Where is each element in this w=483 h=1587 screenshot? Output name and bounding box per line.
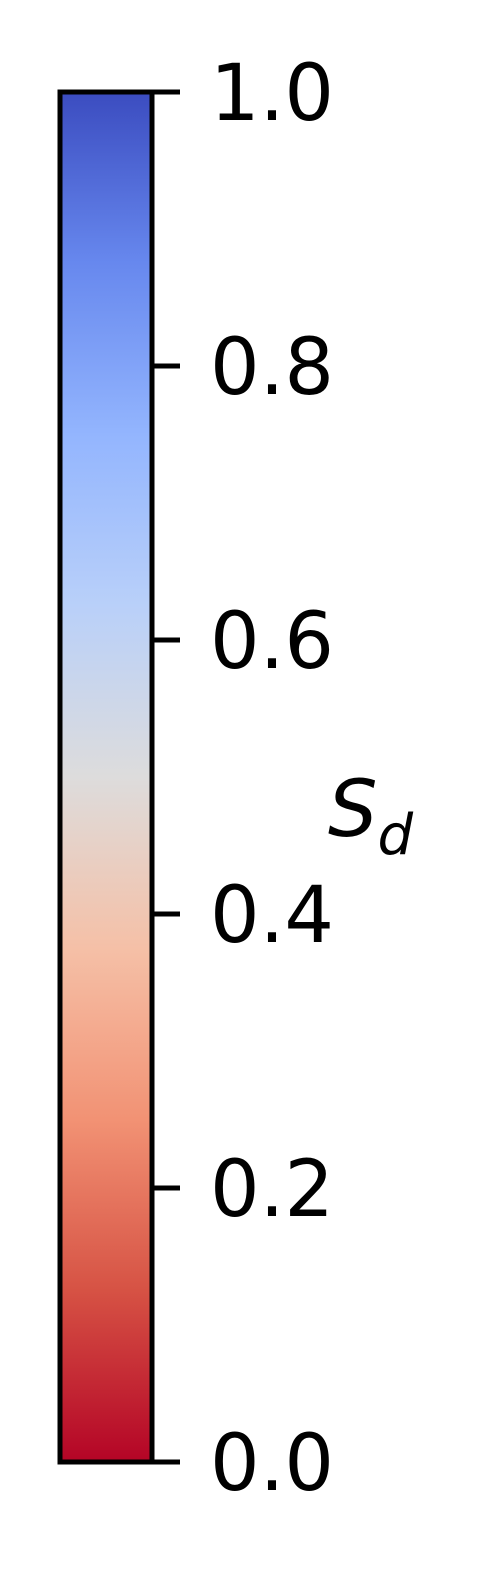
tick-label-1: 0.2 (210, 1145, 334, 1235)
tick-label-4: 0.8 (210, 323, 334, 413)
tick-label-5: 1.0 (210, 49, 334, 139)
tick-label-2: 0.4 (210, 871, 334, 961)
colorbar (57, 89, 155, 1465)
colorbar-ticks: 0.0 0.2 0.4 0.6 0.8 1.0 (152, 49, 334, 1509)
colorbar-frame (57, 89, 155, 1465)
colorbar-label: Sd (328, 765, 414, 868)
tick-label-0: 0.0 (210, 1419, 334, 1509)
tick-label-3: 0.6 (210, 597, 334, 687)
colorbar-gradient (60, 92, 152, 1462)
